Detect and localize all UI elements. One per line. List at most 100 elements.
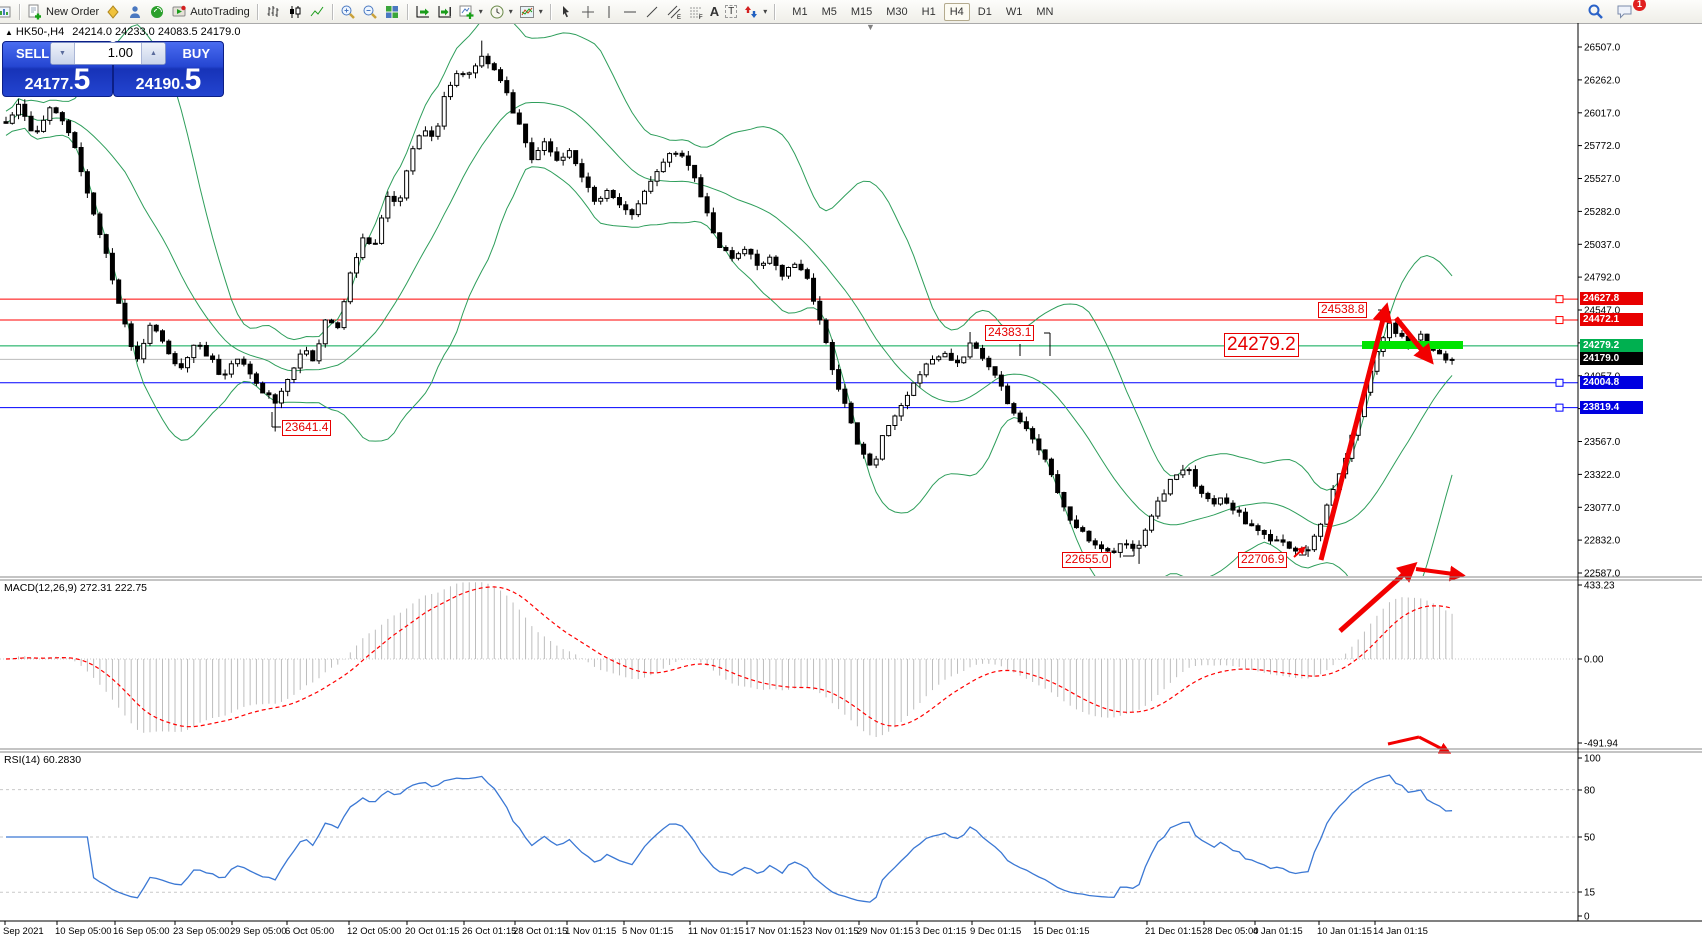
trend-arrow[interactable] [1394, 316, 1434, 365]
candlestick-series [3, 40, 1455, 564]
timeframe-m30[interactable]: M30 [886, 5, 908, 18]
svg-text:10 Sep 05:00: 10 Sep 05:00 [55, 926, 112, 937]
volume-stepper[interactable]: ▼ 1.00 ▲ [50, 42, 166, 65]
autotrading-label: AutoTrading [190, 5, 250, 18]
toolbar-separator [19, 3, 20, 20]
new-chart-button[interactable]: ▾ [456, 2, 486, 21]
fibonacci-tool-button[interactable]: F [685, 2, 707, 21]
macd-indicator-label: MACD(12,26,9) 272.31 222.75 [4, 582, 148, 594]
timeframe-w1[interactable]: W1 [1005, 5, 1023, 18]
zoom-out-button[interactable] [359, 2, 381, 21]
signals-button[interactable] [146, 2, 168, 21]
timeframe-m1[interactable]: M1 [792, 5, 808, 18]
svg-text:25772.0: 25772.0 [1584, 141, 1621, 152]
horizontal-lines[interactable] [0, 295, 1578, 412]
svg-text:15: 15 [1584, 888, 1596, 899]
crosshair-tool-button[interactable] [577, 2, 599, 21]
trend-arrow[interactable] [1415, 565, 1466, 582]
horizontal-line-tool-button[interactable] [619, 2, 641, 21]
chart-candles-button[interactable] [284, 2, 306, 21]
notifications-button[interactable]: 1 [1613, 0, 1646, 21]
svg-text:100: 100 [1584, 754, 1601, 765]
trend-arrow[interactable] [1387, 735, 1420, 746]
sell-label: SELL [16, 46, 50, 61]
pane-separators [0, 22, 1702, 922]
time-axis[interactable]: Sep 2021 10 Sep 05:00 16 Sep 05:00 23 Sep 0… [3, 921, 1428, 937]
price-annotation[interactable]: 23641.4 [282, 420, 332, 436]
chevron-down-icon: ▾ [508, 7, 513, 16]
axis-price-tag: 24004.8 [1580, 376, 1643, 389]
price-annotation[interactable]: 22655.0 [1062, 552, 1112, 568]
pane-grip-icon[interactable]: ▼ [866, 22, 875, 32]
equidistant-channel-icon: E [666, 4, 682, 20]
svg-text:3 Dec 01:15: 3 Dec 01:15 [915, 926, 966, 937]
zoom-in-icon [340, 4, 356, 20]
svg-text:0.00: 0.00 [1584, 655, 1604, 666]
search-button[interactable] [1584, 2, 1607, 21]
svg-text:15 Dec 01:15: 15 Dec 01:15 [1033, 926, 1090, 937]
template-icon [519, 4, 535, 20]
svg-text:26262.0: 26262.0 [1584, 75, 1621, 86]
cursor-tool-button[interactable] [555, 2, 577, 21]
svg-text:80: 80 [1584, 786, 1596, 797]
fibonacci-icon: F [688, 4, 704, 20]
chart-line-button[interactable] [306, 2, 328, 21]
price-annotation[interactable]: 24279.2 [1224, 333, 1299, 357]
autotrading-button[interactable]: AutoTrading [168, 2, 253, 21]
trend-arrow[interactable] [1418, 735, 1452, 754]
terminal-button[interactable] [124, 2, 146, 21]
channel-tool-button[interactable]: E [663, 2, 685, 21]
trendline-icon [644, 4, 660, 20]
volume-decrease-icon[interactable]: ▼ [51, 43, 75, 64]
toolbar-separator [331, 3, 333, 20]
svg-text:26 Oct 01:15: 26 Oct 01:15 [462, 926, 516, 937]
zoom-out-icon [362, 4, 378, 20]
text-label-icon: T [725, 5, 738, 18]
toolbar-right-group: 1 [1584, 0, 1646, 21]
axis-price-tag: 24627.8 [1580, 292, 1643, 305]
vertical-line-tool-button[interactable] [599, 2, 619, 21]
profiles-button[interactable]: ▾ [486, 2, 516, 21]
green-zone-bar[interactable] [1362, 341, 1463, 349]
toolbar-separator [256, 3, 258, 20]
timeframe-m15[interactable]: M15 [850, 5, 873, 18]
timeframe-h4[interactable]: H4 [943, 2, 970, 21]
timeframe-h1[interactable]: H1 [921, 5, 936, 18]
price-axis[interactable]: 26507.0 26262.0 26017.0 25772.0 25527.0 25282… [1578, 43, 1621, 923]
green-zone-bar[interactable] [1362, 341, 1463, 349]
arrows-tool-button[interactable]: ▾ [740, 2, 770, 21]
svg-text:22587.0: 22587.0 [1584, 569, 1621, 580]
svg-text:Sep 2021: Sep 2021 [3, 926, 44, 937]
price-annotation[interactable]: 24383.1 [985, 325, 1035, 341]
buy-price: 24190.5 [135, 63, 202, 96]
charts-window-button[interactable] [0, 2, 15, 21]
axis-price-tag: 23819.4 [1580, 401, 1643, 414]
tile-windows-button[interactable] [381, 2, 403, 21]
chart-bars-button[interactable] [262, 2, 284, 21]
timeframe-m5[interactable]: M5 [821, 5, 837, 18]
new-order-icon [27, 4, 43, 20]
metaeditor-button[interactable] [102, 2, 124, 21]
new-order-button[interactable]: New Order [24, 2, 102, 21]
volume-value[interactable]: 1.00 [107, 45, 133, 60]
svg-text:10 Jan 01:15: 10 Jan 01:15 [1317, 926, 1372, 937]
svg-text:-491.94: -491.94 [1584, 739, 1618, 750]
auto-scroll-button[interactable] [412, 2, 434, 21]
text-label-tool-button[interactable]: T [722, 2, 740, 21]
macd-histogram [11, 582, 1453, 737]
trend-arrow[interactable] [1318, 302, 1393, 561]
templates-button[interactable]: ▾ [516, 2, 546, 21]
price-annotation[interactable]: 22706.9 [1238, 552, 1288, 568]
candlestick-icon [287, 4, 303, 20]
text-tool-button[interactable]: A [707, 2, 722, 21]
annotation-connectors [271, 309, 1387, 557]
volume-increase-icon[interactable]: ▲ [141, 43, 165, 64]
chart-shift-button[interactable] [434, 2, 456, 21]
trendline-tool-button[interactable] [641, 2, 663, 21]
trend-arrow[interactable] [1293, 546, 1306, 558]
timeframe-d1[interactable]: D1 [977, 5, 992, 18]
timeframe-mn[interactable]: MN [1036, 5, 1054, 18]
price-annotation[interactable]: 24538.8 [1318, 302, 1368, 318]
zoom-in-button[interactable] [337, 2, 359, 21]
